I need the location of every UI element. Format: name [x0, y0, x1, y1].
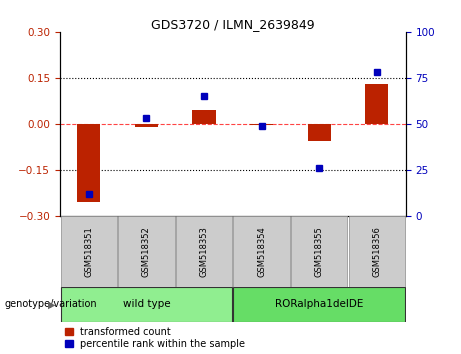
Title: GDS3720 / ILMN_2639849: GDS3720 / ILMN_2639849 [151, 18, 314, 31]
Text: GSM518355: GSM518355 [315, 226, 324, 277]
Text: GSM518353: GSM518353 [200, 226, 208, 277]
Bar [118, 216, 175, 287]
Text: wild type: wild type [123, 299, 170, 309]
Bar [365, 84, 388, 124]
Text: GSM518354: GSM518354 [257, 226, 266, 277]
Legend: transformed count, percentile rank within the sample: transformed count, percentile rank withi… [65, 327, 245, 349]
Bar [77, 124, 100, 202]
Text: RORalpha1delDE: RORalpha1delDE [275, 299, 363, 309]
Bar [193, 110, 216, 124]
Bar [233, 216, 290, 287]
Bar [60, 287, 232, 322]
Bar [291, 216, 348, 287]
Bar [349, 216, 405, 287]
Text: ▶: ▶ [48, 299, 55, 309]
Text: GSM518351: GSM518351 [84, 226, 93, 277]
Bar [308, 124, 331, 141]
Text: genotype/variation: genotype/variation [5, 299, 97, 309]
Bar [176, 216, 232, 287]
Bar [135, 124, 158, 127]
Bar [233, 287, 405, 322]
Text: GSM518352: GSM518352 [142, 226, 151, 277]
Bar [60, 216, 117, 287]
Bar [250, 124, 273, 125]
Text: GSM518356: GSM518356 [372, 226, 381, 277]
